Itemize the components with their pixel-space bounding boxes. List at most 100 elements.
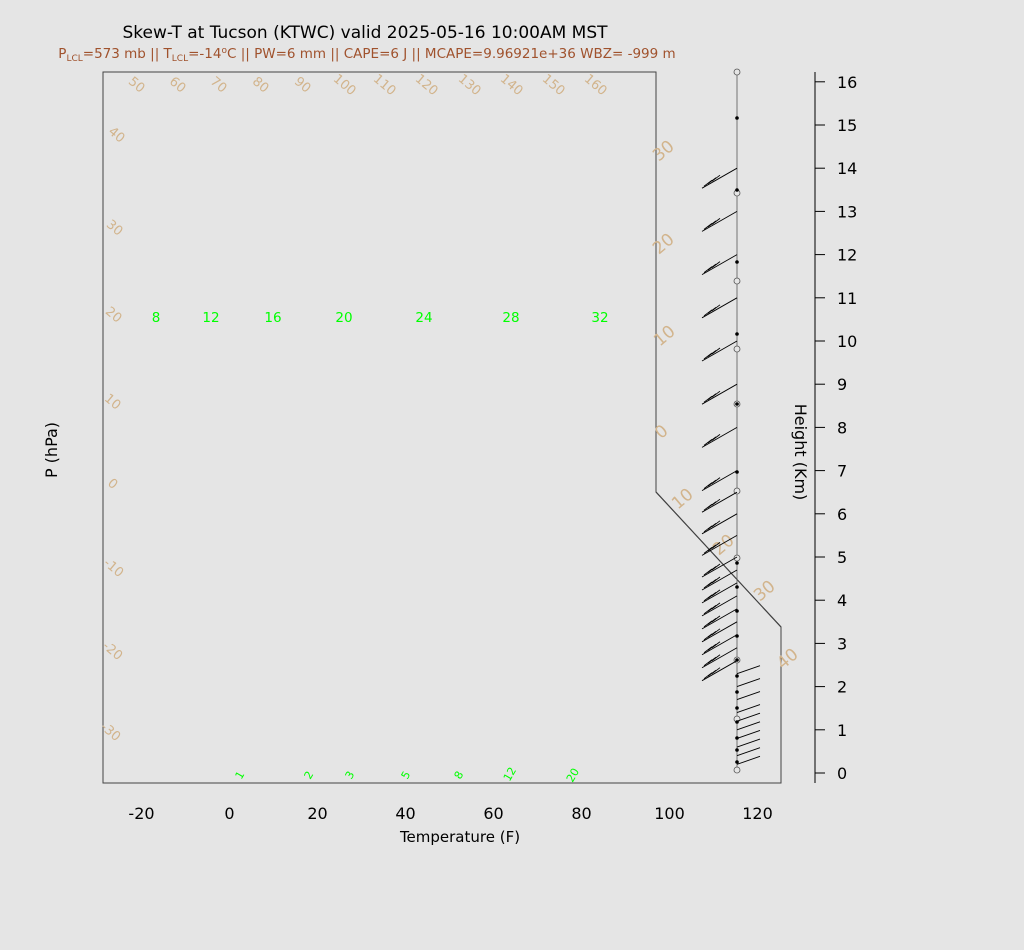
isotherm-label-right: 20 bbox=[649, 230, 678, 259]
wind-barb-feather bbox=[711, 477, 721, 484]
height-tick-label: 7 bbox=[837, 462, 847, 481]
height-tick-label: 9 bbox=[837, 375, 847, 394]
mixing-ratio-label-bottom: 8 bbox=[452, 769, 467, 782]
wind-barb-staff bbox=[736, 730, 761, 739]
isotherm-label: 90 bbox=[291, 74, 313, 96]
wind-level-dot bbox=[735, 690, 739, 694]
wind-barb-feather bbox=[711, 654, 721, 662]
wind-barb-staff bbox=[701, 634, 738, 656]
height-tick-label: 5 bbox=[837, 548, 847, 567]
wind-barb-staff bbox=[701, 297, 738, 319]
isotherm-label: 60 bbox=[166, 74, 188, 96]
wind-barb-staff bbox=[736, 755, 761, 765]
height-tick-label: 0 bbox=[837, 764, 847, 783]
x-tick-label: 20 bbox=[307, 804, 327, 823]
wind-barb-feather bbox=[711, 615, 721, 623]
wind-barb-feather bbox=[711, 589, 721, 597]
height-tick-label: 12 bbox=[837, 246, 857, 265]
subtitle-t-lcl-sub: LCL bbox=[172, 54, 188, 64]
wind-barb-staff bbox=[736, 665, 761, 675]
wind-level-dot bbox=[735, 760, 739, 764]
wind-barb-staff bbox=[701, 470, 738, 491]
mixing-ratio-label-bottom: 12 bbox=[501, 765, 519, 784]
x-tick-label: -20 bbox=[128, 804, 154, 823]
mixing-ratio-label: 28 bbox=[502, 310, 519, 326]
x-tick-label: 80 bbox=[571, 804, 591, 823]
isotherm-label: 120 bbox=[412, 72, 441, 99]
wind-barb-feather bbox=[711, 542, 721, 549]
wind-level-dot bbox=[735, 706, 739, 710]
isotherm-label-right: 20 bbox=[709, 531, 738, 560]
wind-level-circle bbox=[733, 554, 741, 562]
wind-barb-feather bbox=[711, 218, 721, 225]
x-axis-label: Temperature (F) bbox=[399, 828, 520, 846]
isotherm-label: 140 bbox=[497, 72, 526, 99]
x-tick-label: 120 bbox=[742, 804, 773, 823]
isotherm-label: 50 bbox=[125, 74, 147, 96]
wind-barb-staff bbox=[736, 691, 761, 700]
wind-barb-feather bbox=[711, 174, 721, 182]
wind-barb-staff bbox=[701, 491, 738, 513]
wind-barb-staff bbox=[736, 704, 761, 713]
isotherm-label: 110 bbox=[370, 72, 399, 99]
mixing-ratio-label-bottom: 1 bbox=[233, 769, 248, 782]
wind-barb-feather bbox=[711, 304, 721, 312]
plot-frame-diagonal-outer bbox=[655, 491, 782, 628]
wind-barb-staff bbox=[701, 340, 738, 362]
height-tick-label: 2 bbox=[837, 678, 847, 697]
chart-title: Skew-T at Tucson (KTWC) valid 2025-05-16… bbox=[122, 23, 608, 43]
height-tick-label: 3 bbox=[837, 634, 847, 653]
wind-barb-staff bbox=[701, 569, 738, 591]
mixing-ratio-label: 24 bbox=[415, 310, 432, 326]
wind-barb-staff bbox=[701, 427, 738, 448]
isotherm-label: 20 bbox=[102, 304, 124, 326]
wind-barb-staff bbox=[736, 712, 761, 722]
wind-barb-feather bbox=[711, 390, 721, 398]
subtitle-t-lcl-value: =-14 bbox=[188, 46, 221, 62]
wind-barb-staff bbox=[701, 535, 738, 556]
isotherm-label: -30 bbox=[97, 720, 123, 745]
wind-barb-staff bbox=[701, 621, 738, 643]
isotherm-label: 70 bbox=[207, 74, 229, 96]
wind-barb-staff bbox=[701, 556, 738, 578]
wind-barb-staff bbox=[701, 211, 738, 232]
wind-level-dot bbox=[735, 332, 739, 336]
plot-frame bbox=[102, 71, 782, 784]
isotherm-label-right: 30 bbox=[750, 577, 779, 606]
isotherm-label: 30 bbox=[103, 217, 125, 239]
subtitle-degree-sign: o bbox=[221, 46, 227, 56]
wind-barb-staff bbox=[701, 254, 738, 275]
wind-barb-staff bbox=[701, 383, 738, 405]
subtitle-rest: C || PW=6 mm || CAPE=6 J || MCAPE=9.9692… bbox=[227, 46, 676, 62]
isotherm-label-right: 30 bbox=[649, 137, 678, 166]
wind-barb-feather bbox=[711, 347, 721, 355]
subtitle-p-lcl-sub: LCL bbox=[66, 54, 82, 64]
wind-barb-staff bbox=[701, 647, 738, 669]
wind-level-dot bbox=[735, 402, 739, 406]
wind-barb-feather bbox=[711, 520, 721, 528]
wind-level-dot bbox=[735, 609, 739, 613]
wind-barb-feather bbox=[711, 602, 721, 610]
isotherm-label: 160 bbox=[581, 72, 610, 99]
wind-barb-staff bbox=[701, 660, 738, 682]
wind-level-dot bbox=[735, 260, 739, 264]
isotherm-label: 40 bbox=[105, 124, 127, 146]
wind-level-circle bbox=[733, 277, 741, 285]
wind-level-dot bbox=[735, 674, 739, 678]
wind-level-dot bbox=[735, 634, 739, 638]
height-tick-label: 13 bbox=[837, 202, 857, 221]
isotherm-label: 100 bbox=[330, 72, 359, 99]
mixing-ratio-label: 12 bbox=[202, 310, 219, 326]
height-tick-label: 4 bbox=[837, 591, 847, 610]
wind-barb-feather bbox=[711, 261, 721, 268]
chart-subtitle: PLCL=573 mb || TLCL=-14oC || PW=6 mm || … bbox=[58, 46, 675, 64]
subtitle-p-lcl-value: =573 mb || T bbox=[83, 46, 173, 62]
isotherm-label: 130 bbox=[455, 72, 484, 99]
wind-level-dot bbox=[735, 585, 739, 589]
wind-level-dot bbox=[735, 188, 739, 192]
height-tick-label: 10 bbox=[837, 332, 857, 351]
height-tick-label: 11 bbox=[837, 289, 857, 308]
isotherm-label: 150 bbox=[539, 72, 568, 99]
subtitle-p-lcl-label: P bbox=[58, 46, 66, 62]
